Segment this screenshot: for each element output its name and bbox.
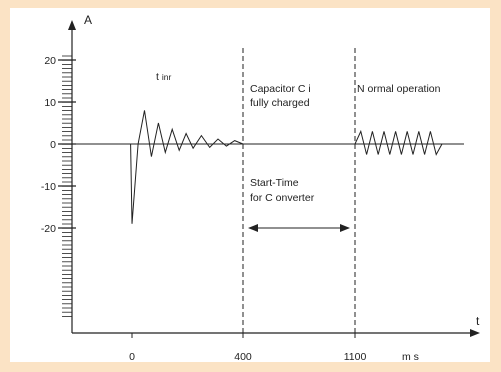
inrush-t: t xyxy=(156,71,159,83)
capacitor-label-line2: fully charged xyxy=(250,97,310,109)
x-axis-arrowhead xyxy=(470,329,480,337)
capacitor-label-line1: Capacitor C i xyxy=(250,83,311,95)
x-tick-label: 1100 xyxy=(344,351,367,363)
y-tick-label: -20 xyxy=(41,223,56,235)
x-tick-label: 0 xyxy=(129,351,135,363)
x-tick-label: 400 xyxy=(234,351,252,363)
y-tick-label: 0 xyxy=(50,139,56,151)
start-time-label-line1: Start-Time xyxy=(250,177,299,189)
inrush-time-label: t inr xyxy=(156,71,172,83)
current-series-line xyxy=(130,110,443,224)
y-axis-arrowhead xyxy=(68,20,76,30)
y-tick-label: 20 xyxy=(44,55,56,67)
normal-operation-label: N ormal operation xyxy=(357,83,441,95)
y-tick-label: -10 xyxy=(41,181,56,193)
y-tick-label: 10 xyxy=(44,97,56,109)
inrush-subscript: inr xyxy=(162,72,172,82)
x-axis-label: t xyxy=(476,314,480,328)
y-major-ticks: 20 10 0 -10 -20 xyxy=(41,55,76,235)
plot-area xyxy=(10,8,490,362)
y-axis-label: A xyxy=(84,13,92,27)
x-unit-label: m s xyxy=(402,351,419,363)
x-ticks: 0 400 1100 xyxy=(129,333,366,363)
start-time-label-line2: for C onverter xyxy=(250,192,315,204)
